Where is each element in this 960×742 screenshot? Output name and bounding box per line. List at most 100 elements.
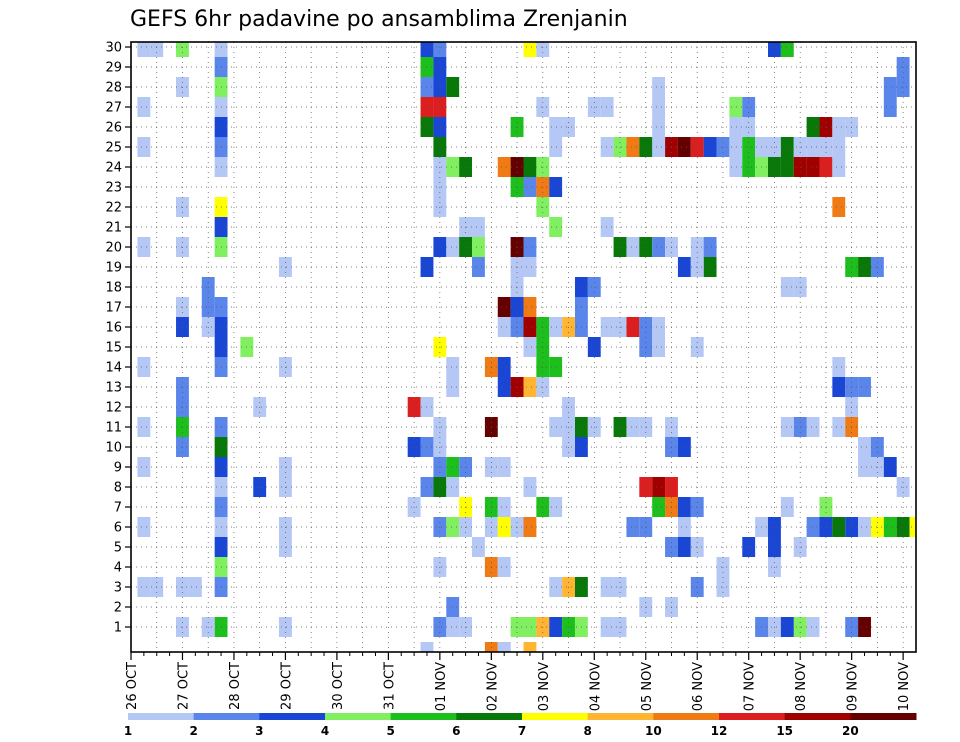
- heatmap-cell: [677, 517, 691, 537]
- heatmap-cell: [497, 357, 511, 377]
- heatmap-cell: [497, 297, 511, 317]
- y-tick-label: 19: [105, 261, 122, 276]
- heatmap-cell: [600, 617, 614, 637]
- heatmap-cell: [549, 177, 563, 197]
- heatmap-cell: [523, 42, 537, 57]
- x-tick-label: 07 NOV: [743, 662, 758, 711]
- heatmap-cell: [652, 497, 666, 517]
- heatmap-cell: [858, 457, 871, 477]
- heatmap-cell: [600, 317, 614, 337]
- heatmap-cell: [883, 77, 897, 97]
- x-tick-label: 28 OCT: [228, 662, 243, 710]
- y-tick-label: 12: [105, 401, 122, 416]
- heatmap-cell: [652, 97, 666, 117]
- x-tick-label: 09 NOV: [846, 662, 861, 711]
- heatmap-cell: [677, 137, 691, 157]
- heatmap-cell: [446, 617, 460, 637]
- heatmap-cell: [858, 377, 871, 397]
- x-tick-label: 31 OCT: [382, 662, 397, 710]
- heatmap-cell: [858, 257, 871, 277]
- x-tick-label: 06 NOV: [691, 662, 706, 711]
- heatmap-cell: [652, 477, 666, 497]
- y-tick-label: 21: [105, 221, 122, 236]
- heatmap-cell: [137, 417, 151, 437]
- heatmap-cell: [433, 42, 447, 57]
- heatmap-cell: [523, 297, 537, 317]
- y-tick-label: 27: [105, 101, 122, 116]
- colorbar-label: 4: [321, 724, 329, 738]
- heatmap-cell: [446, 477, 460, 497]
- colorbar-swatch: [193, 713, 260, 720]
- heatmap-cell: [600, 577, 614, 597]
- heatmap-cell: [137, 357, 151, 377]
- x-tick-label: 30 OCT: [331, 662, 346, 710]
- heatmap-cell: [497, 642, 511, 652]
- heatmap-cell: [150, 42, 164, 57]
- heatmap-cell: [523, 237, 537, 257]
- y-tick-label: 11: [105, 421, 122, 436]
- heatmap-cell: [497, 377, 511, 397]
- heatmap-cell: [832, 197, 846, 217]
- colorbar-label: 5: [386, 724, 394, 738]
- heatmap-cell: [806, 417, 820, 437]
- heatmap-cell: [677, 437, 691, 457]
- heatmap-cell: [780, 42, 794, 57]
- heatmap-cell: [549, 317, 563, 337]
- heatmap-cell: [214, 42, 228, 57]
- colorbar-swatch: [587, 713, 654, 720]
- heatmap-cell: [652, 317, 666, 337]
- heatmap-cell: [780, 137, 794, 157]
- y-tick-label: 13: [105, 381, 122, 396]
- heatmap-cell: [832, 417, 846, 437]
- heatmap-cell: [780, 157, 794, 177]
- heatmap-cell: [497, 157, 511, 177]
- heatmap-cell: [703, 257, 717, 277]
- heatmap-cell: [446, 357, 460, 377]
- heatmap-cell: [523, 177, 537, 197]
- heatmap-cell: [858, 517, 871, 537]
- heatmap-cell: [883, 457, 897, 477]
- heatmap-cell: [780, 497, 794, 517]
- colorbar-swatch: [784, 713, 851, 720]
- colorbar-swatch: [522, 713, 589, 720]
- y-tick-label: 26: [105, 121, 122, 136]
- heatmap-cell: [523, 517, 537, 537]
- heatmap-cell: [626, 317, 640, 337]
- x-tick-label: 27 OCT: [176, 662, 191, 710]
- heatmap-cell: [549, 617, 563, 637]
- heatmap-cell: [806, 517, 820, 537]
- heatmap-cell: [137, 457, 151, 477]
- heatmap-cell: [626, 517, 640, 537]
- heatmap-cell: [909, 517, 916, 537]
- colorbar-swatch: [719, 713, 786, 720]
- heatmap-cell: [523, 157, 537, 177]
- heatmap-cell: [497, 557, 511, 577]
- y-tick-label: 8: [114, 481, 122, 496]
- grid-lines: [131, 42, 916, 652]
- colorbar-swatch: [653, 713, 720, 720]
- y-tick-label: 24: [105, 161, 122, 176]
- heatmap-cell: [729, 137, 743, 157]
- y-tick-label: 7: [114, 501, 122, 516]
- colorbar-label: 12: [711, 724, 728, 738]
- colorbar-swatch: [128, 713, 195, 720]
- heatmap-cell: [677, 537, 691, 557]
- heatmap-cell: [883, 97, 897, 117]
- heatmap-cell: [176, 42, 189, 57]
- y-tick-label: 2: [114, 601, 122, 616]
- heatmap-cell: [446, 77, 460, 97]
- heatmap-cell: [677, 257, 691, 277]
- heatmap-cell: [446, 237, 460, 257]
- heatmap-cell: [703, 237, 717, 257]
- heatmap-cell: [523, 377, 537, 397]
- heatmap-cell: [600, 137, 614, 157]
- heatmap-cell: [446, 457, 460, 477]
- heatmap-cell: [472, 217, 485, 237]
- colorbar-label: 1: [124, 724, 132, 738]
- colorbar-label: 3: [255, 724, 263, 738]
- heatmap-cell: [832, 357, 846, 377]
- y-tick-label: 29: [105, 61, 122, 76]
- colorbar-label: 20: [842, 724, 859, 738]
- y-tick-label: 14: [105, 361, 122, 376]
- y-tick-label: 22: [105, 201, 122, 216]
